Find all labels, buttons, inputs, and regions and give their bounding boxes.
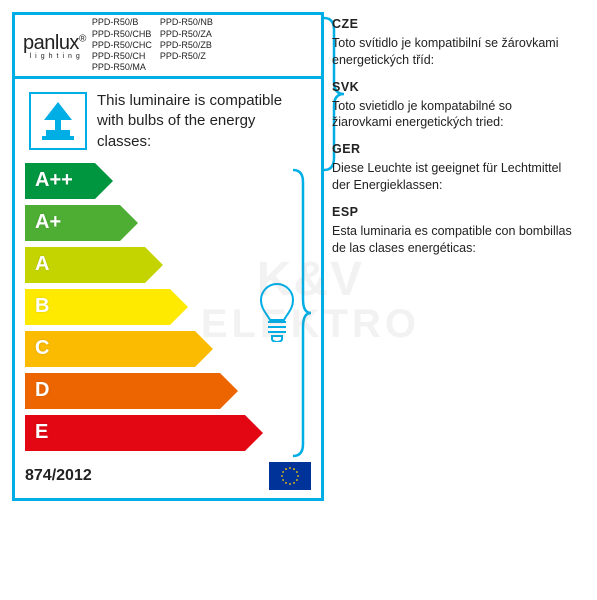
translation-block: ESP Esta luminaria es compatible con bomb… xyxy=(332,204,572,257)
translation-block: SVK Toto svietidlo je kompatabilné so žia… xyxy=(332,79,572,132)
translation-text: Toto svietidlo je kompatabilné so žiarov… xyxy=(332,98,572,132)
energy-class-row: C xyxy=(25,330,215,368)
energy-class-label: C xyxy=(35,337,49,360)
bulb-icon xyxy=(253,280,301,342)
label-header: panlux® lighting PPD-R50/BPPD-R50/CHBPPD… xyxy=(15,15,321,79)
product-code: PPD-R50/NB xyxy=(160,17,213,28)
energy-class-row: A+ xyxy=(25,204,140,242)
codes-col-2: PPD-R50/NBPPD-R50/ZAPPD-R50/ZBPPD-R50/Z xyxy=(160,17,213,73)
translation-code: GER xyxy=(332,141,572,158)
translation-code: SVK xyxy=(332,79,572,96)
energy-class-row: A++ xyxy=(25,162,115,200)
product-codes: PPD-R50/BPPD-R50/CHBPPD-R50/CHCPPD-R50/C… xyxy=(92,17,213,73)
translation-text: Diese Leuchte ist geeignet für Lechtmitt… xyxy=(332,160,572,194)
compat-text: This luminaire is compatible with bulbs … xyxy=(97,91,307,152)
energy-class-label: B xyxy=(35,295,49,318)
product-code: PPD-R50/B xyxy=(92,17,152,28)
energy-label: panlux® lighting PPD-R50/BPPD-R50/CHBPPD… xyxy=(12,12,324,501)
energy-class-label: A xyxy=(35,253,49,276)
translations-panel: CZE Toto svítidlo je kompatibilní se žáro… xyxy=(332,16,572,501)
brand-subtext: lighting xyxy=(23,53,86,60)
energy-arrow-icon xyxy=(25,331,215,367)
energy-arrows: A++ A+ ABCDE xyxy=(15,162,321,454)
brand-logo: panlux® lighting xyxy=(23,32,86,60)
page: panlux® lighting PPD-R50/BPPD-R50/CHBPPD… xyxy=(0,0,597,513)
brand-text: panlux xyxy=(23,32,79,54)
energy-arrow-icon xyxy=(25,415,265,451)
product-code: PPD-R50/MA xyxy=(92,62,152,73)
product-code: PPD-R50/CH xyxy=(92,51,152,62)
translation-text: Esta luminaria es compatible con bombill… xyxy=(332,223,572,257)
lamp-icon xyxy=(29,92,87,150)
product-code: PPD-R50/CHC xyxy=(92,40,152,51)
translation-block: CZE Toto svítidlo je kompatibilní se žáro… xyxy=(332,16,572,69)
energy-class-row: D xyxy=(25,372,240,410)
energy-arrow-icon xyxy=(25,373,240,409)
energy-class-row: A xyxy=(25,246,165,284)
product-code: PPD-R50/Z xyxy=(160,51,213,62)
energy-class-label: A+ xyxy=(35,211,61,234)
compat-row: This luminaire is compatible with bulbs … xyxy=(15,79,321,162)
translation-text: Toto svítidlo je kompatibilní se žárovka… xyxy=(332,35,572,69)
energy-class-row: B xyxy=(25,288,190,326)
lamp-svg xyxy=(38,100,78,142)
translation-code: CZE xyxy=(332,16,572,33)
energy-class-row: E xyxy=(25,414,265,452)
energy-class-label: A++ xyxy=(35,169,73,192)
translation-block: GER Diese Leuchte ist geeignet für Lechtm… xyxy=(332,141,572,194)
product-code: PPD-R50/ZA xyxy=(160,29,213,40)
translation-code: ESP xyxy=(332,204,572,221)
energy-class-label: D xyxy=(35,379,49,402)
brand-name: panlux® xyxy=(23,32,86,55)
energy-class-label: E xyxy=(35,421,48,444)
label-footer: 874/2012 xyxy=(15,454,321,498)
codes-col-1: PPD-R50/BPPD-R50/CHBPPD-R50/CHCPPD-R50/C… xyxy=(92,17,152,73)
eu-flag-icon xyxy=(269,462,311,490)
energy-arrow-icon xyxy=(25,289,190,325)
regulation-number: 874/2012 xyxy=(25,467,92,485)
brand-reg: ® xyxy=(79,33,86,44)
product-code: PPD-R50/CHB xyxy=(92,29,152,40)
product-code: PPD-R50/ZB xyxy=(160,40,213,51)
